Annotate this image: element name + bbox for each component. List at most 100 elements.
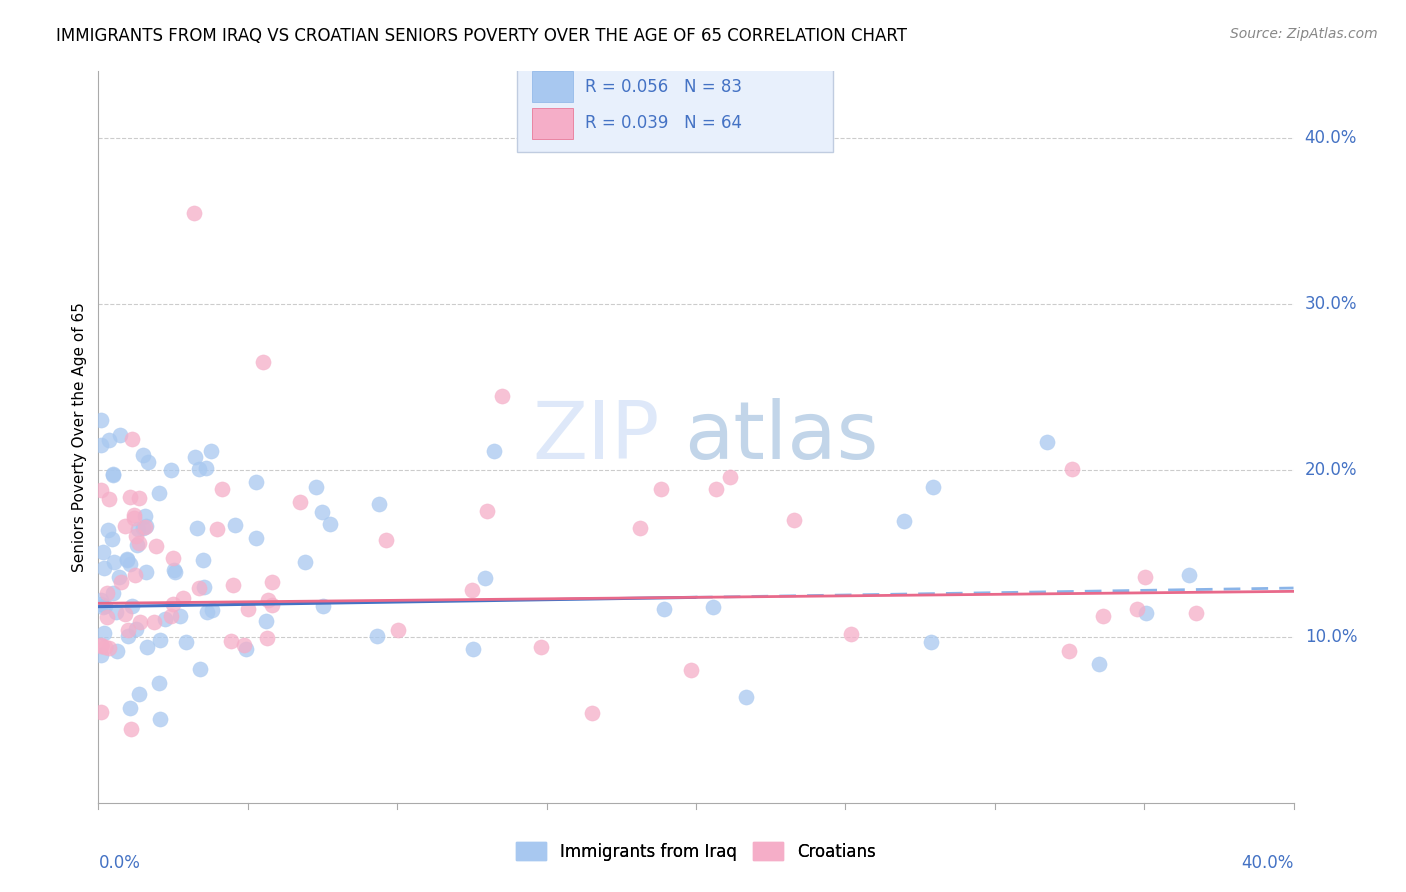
Point xyxy=(115,553,138,567)
Point xyxy=(1177,567,1199,582)
Point xyxy=(1133,570,1156,584)
FancyBboxPatch shape xyxy=(517,61,834,152)
Point xyxy=(122,511,145,525)
Point xyxy=(652,602,675,616)
FancyBboxPatch shape xyxy=(533,108,572,138)
Point xyxy=(187,462,209,476)
Text: 40.0%: 40.0% xyxy=(1241,854,1294,872)
Point xyxy=(1092,608,1115,623)
Point xyxy=(98,433,121,447)
Point xyxy=(98,492,121,507)
Point xyxy=(93,561,115,575)
Point xyxy=(187,581,209,595)
Point xyxy=(893,514,915,528)
Point xyxy=(245,531,267,545)
Point xyxy=(219,634,242,648)
Point xyxy=(841,626,863,640)
Point xyxy=(256,631,278,645)
Point xyxy=(134,509,156,524)
Point xyxy=(366,629,388,643)
Point xyxy=(108,569,131,583)
Point xyxy=(474,571,496,585)
Point xyxy=(183,205,205,219)
Point xyxy=(160,609,183,624)
Point xyxy=(135,566,157,580)
Point xyxy=(108,428,131,442)
Point xyxy=(165,565,187,579)
Point xyxy=(98,641,121,656)
Point xyxy=(96,610,118,624)
Point xyxy=(127,522,149,536)
Point xyxy=(136,455,159,469)
Point xyxy=(704,482,727,496)
Point xyxy=(260,599,283,613)
Point xyxy=(90,638,112,652)
Point xyxy=(132,448,155,462)
Point xyxy=(375,533,398,548)
Point xyxy=(160,463,183,477)
Point xyxy=(163,564,186,578)
Point xyxy=(184,450,207,464)
Point xyxy=(224,517,246,532)
Point xyxy=(201,603,224,617)
Point xyxy=(169,609,191,624)
Point xyxy=(920,635,942,649)
Point xyxy=(128,615,150,629)
Point xyxy=(127,538,149,552)
Point xyxy=(257,592,280,607)
Point xyxy=(235,642,257,657)
Point xyxy=(288,495,311,509)
Point xyxy=(252,355,274,369)
Point xyxy=(120,557,142,571)
Text: 40.0%: 40.0% xyxy=(1305,128,1357,147)
Point xyxy=(1185,606,1208,620)
Point xyxy=(93,640,115,655)
Point xyxy=(530,640,553,654)
Point xyxy=(734,690,756,704)
Point xyxy=(148,676,170,690)
Point xyxy=(172,591,194,606)
Point xyxy=(117,629,139,643)
Point xyxy=(188,662,211,676)
Text: Source: ZipAtlas.com: Source: ZipAtlas.com xyxy=(1230,27,1378,41)
Point xyxy=(121,432,143,446)
Point xyxy=(153,612,176,626)
Point xyxy=(195,460,218,475)
Point xyxy=(90,483,112,497)
Point xyxy=(200,444,222,458)
Point xyxy=(1126,602,1149,616)
Point xyxy=(90,592,112,607)
Point xyxy=(207,522,229,536)
Text: 10.0%: 10.0% xyxy=(1305,628,1357,646)
Point xyxy=(1060,461,1083,475)
Point xyxy=(101,586,124,600)
Point xyxy=(96,586,118,600)
Point xyxy=(149,632,172,647)
Point xyxy=(922,480,945,494)
Point xyxy=(122,508,145,522)
Point xyxy=(103,555,125,569)
Point xyxy=(491,388,513,402)
Point xyxy=(211,482,233,496)
Point xyxy=(191,553,214,567)
Point xyxy=(484,444,506,458)
Point xyxy=(145,539,167,553)
Point xyxy=(110,574,132,589)
Point xyxy=(311,505,333,519)
Legend: Immigrants from Iraq, Croatians: Immigrants from Iraq, Croatians xyxy=(510,836,882,868)
Point xyxy=(260,574,283,589)
Point xyxy=(93,626,115,640)
Point xyxy=(1057,644,1080,658)
Point xyxy=(105,644,128,658)
Point xyxy=(128,491,150,505)
Point xyxy=(162,551,184,566)
Point xyxy=(148,486,170,500)
Point xyxy=(195,605,218,619)
Point xyxy=(461,582,484,597)
Text: R = 0.056   N = 83: R = 0.056 N = 83 xyxy=(585,78,742,95)
Point xyxy=(115,552,138,566)
Point xyxy=(650,482,672,496)
Point xyxy=(114,519,136,533)
FancyBboxPatch shape xyxy=(533,71,572,102)
Point xyxy=(368,497,391,511)
